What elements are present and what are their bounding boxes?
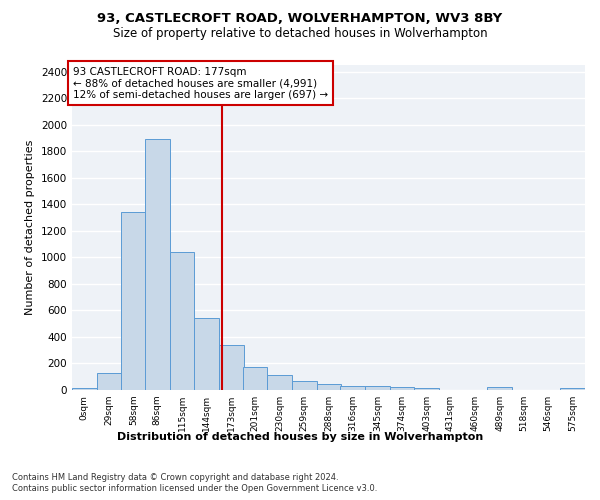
Bar xyxy=(121,212,146,390)
Text: Distribution of detached houses by size in Wolverhampton: Distribution of detached houses by size … xyxy=(117,432,483,442)
Bar xyxy=(268,374,292,390)
Bar xyxy=(389,387,414,390)
Bar xyxy=(487,387,512,390)
Bar xyxy=(97,374,121,390)
Text: 93 CASTLECROFT ROAD: 177sqm
← 88% of detached houses are smaller (4,991)
12% of : 93 CASTLECROFT ROAD: 177sqm ← 88% of det… xyxy=(73,66,328,100)
Bar xyxy=(219,345,244,390)
Bar xyxy=(72,388,97,390)
Bar xyxy=(145,140,170,390)
Text: 93, CASTLECROFT ROAD, WOLVERHAMPTON, WV3 8BY: 93, CASTLECROFT ROAD, WOLVERHAMPTON, WV3… xyxy=(97,12,503,26)
Bar xyxy=(243,368,268,390)
Y-axis label: Number of detached properties: Number of detached properties xyxy=(25,140,35,315)
Text: Contains public sector information licensed under the Open Government Licence v3: Contains public sector information licen… xyxy=(12,484,377,493)
Text: Size of property relative to detached houses in Wolverhampton: Size of property relative to detached ho… xyxy=(113,28,487,40)
Bar xyxy=(317,384,341,390)
Bar xyxy=(170,252,194,390)
Bar xyxy=(340,386,365,390)
Bar xyxy=(292,382,317,390)
Text: Contains HM Land Registry data © Crown copyright and database right 2024.: Contains HM Land Registry data © Crown c… xyxy=(12,472,338,482)
Bar xyxy=(414,388,439,390)
Bar xyxy=(194,318,219,390)
Bar xyxy=(365,386,389,390)
Bar xyxy=(560,388,585,390)
